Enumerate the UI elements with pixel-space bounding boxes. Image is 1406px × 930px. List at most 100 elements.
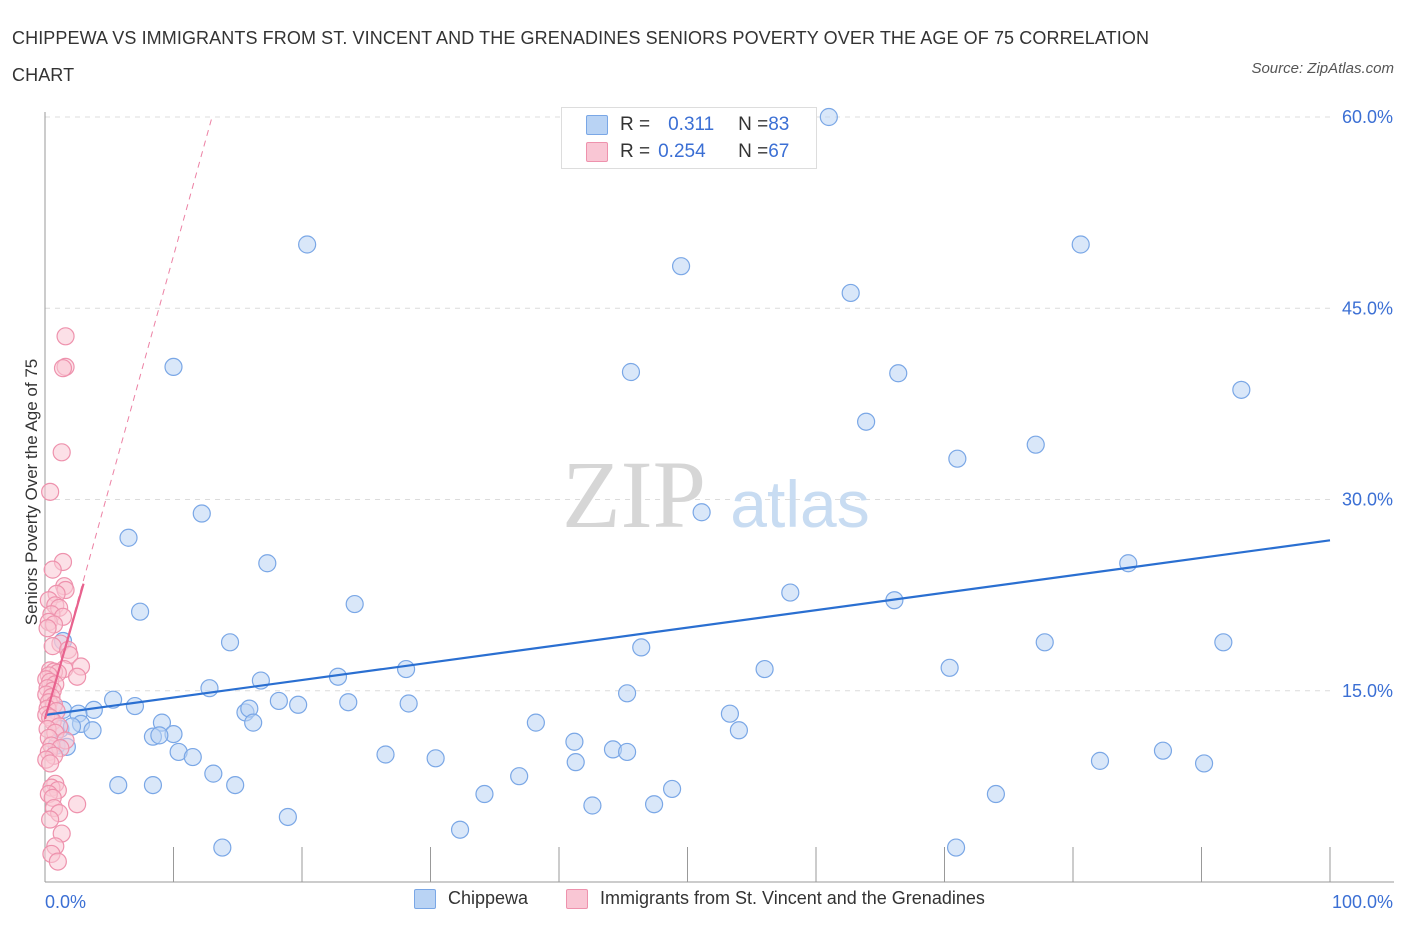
data-point-chippewa bbox=[150, 726, 169, 745]
legend-item-immigrants[interactable]: Immigrants from St. Vincent and the Gren… bbox=[566, 888, 985, 909]
data-point-chippewa bbox=[164, 357, 183, 376]
legend-swatch-blue bbox=[586, 115, 608, 135]
data-point-chippewa bbox=[1194, 754, 1214, 773]
legend-swatch-pink bbox=[566, 888, 588, 909]
data-point-immigrants bbox=[53, 359, 73, 378]
tick-labels: 15.0% 30.0% 45.0% 60.0% 0.0% 100.0% bbox=[45, 107, 1393, 912]
source-label: Source: ZipAtlas.com bbox=[1251, 60, 1394, 77]
data-point-chippewa bbox=[278, 807, 297, 827]
data-point-chippewa bbox=[1035, 633, 1054, 652]
data-point-chippewa bbox=[143, 775, 163, 795]
data-point-chippewa bbox=[376, 745, 395, 764]
series-legend: Chippewa Immigrants from St. Vincent and… bbox=[0, 888, 1406, 916]
data-point-chippewa bbox=[526, 713, 545, 732]
legend-item-chippewa[interactable]: Chippewa bbox=[414, 888, 528, 909]
y-tick-label: 15.0% bbox=[1342, 681, 1393, 701]
legend-label-chippewa: Chippewa bbox=[448, 888, 529, 908]
data-point-chippewa bbox=[1232, 380, 1251, 399]
data-point-chippewa bbox=[450, 820, 470, 839]
data-point-immigrants bbox=[43, 560, 62, 579]
legend-swatch-blue bbox=[414, 888, 436, 909]
series-immigrants bbox=[37, 327, 91, 871]
data-point-chippewa bbox=[399, 694, 418, 713]
chart-title: CHIPPEWA VS IMMIGRANTS FROM ST. VINCENT … bbox=[12, 28, 1150, 85]
x-tick-label-max: 100.0% bbox=[1332, 892, 1393, 912]
data-point-chippewa bbox=[204, 764, 223, 783]
data-point-chippewa bbox=[940, 658, 959, 677]
data-point-chippewa bbox=[475, 784, 494, 804]
trend-lines bbox=[43, 116, 1331, 720]
data-point-immigrants bbox=[56, 327, 75, 346]
data-point-chippewa bbox=[220, 633, 240, 652]
axes bbox=[44, 112, 1394, 883]
data-point-chippewa bbox=[692, 503, 711, 522]
series-chippewa bbox=[47, 107, 1251, 857]
data-point-chippewa bbox=[1214, 633, 1233, 652]
data-point-chippewa bbox=[671, 257, 691, 276]
legend-r-label: R = bbox=[620, 114, 651, 135]
data-point-chippewa bbox=[109, 775, 128, 795]
data-point-chippewa bbox=[644, 795, 664, 814]
data-point-chippewa bbox=[889, 364, 908, 383]
legend-swatch-pink bbox=[586, 142, 608, 162]
x-tick-label-min: 0.0% bbox=[45, 892, 86, 912]
data-point-chippewa bbox=[729, 721, 749, 740]
data-point-chippewa bbox=[226, 775, 245, 795]
data-point-chippewa bbox=[1090, 751, 1110, 770]
data-point-chippewa bbox=[583, 796, 602, 815]
data-point-chippewa bbox=[183, 747, 202, 767]
data-point-chippewa bbox=[298, 235, 317, 254]
data-point-chippewa bbox=[632, 638, 651, 657]
data-point-chippewa bbox=[269, 691, 288, 711]
trend-line-immigrants bbox=[43, 583, 85, 720]
y-tick-label: 30.0% bbox=[1342, 490, 1393, 510]
data-point-immigrants bbox=[68, 667, 87, 686]
legend-row-chippewa: R = 0.311 N = 83 bbox=[586, 112, 789, 138]
data-point-chippewa bbox=[781, 583, 800, 602]
legend-n-label: N = bbox=[738, 141, 769, 162]
data-point-chippewa bbox=[258, 554, 277, 573]
data-point-chippewa bbox=[510, 767, 529, 786]
data-point-chippewa bbox=[396, 659, 416, 679]
data-point-immigrants bbox=[48, 852, 67, 871]
legend-label-immigrants: Immigrants from St. Vincent and the Gren… bbox=[600, 888, 985, 908]
stats-legend: R = 0.311 N = 83 R = 0.254 N = 67 bbox=[561, 107, 817, 169]
data-point-chippewa bbox=[841, 283, 860, 303]
data-point-chippewa bbox=[986, 784, 1006, 804]
data-point-chippewa bbox=[755, 659, 774, 679]
legend-n-value: 83 bbox=[768, 114, 790, 135]
data-point-immigrants bbox=[41, 810, 60, 829]
y-tick-label: 60.0% bbox=[1342, 107, 1393, 127]
watermark-zip: ZIP bbox=[562, 441, 706, 548]
watermark-atlas: atlas bbox=[730, 467, 869, 541]
data-point-chippewa bbox=[192, 504, 211, 523]
data-point-chippewa bbox=[819, 107, 838, 127]
data-point-chippewa bbox=[565, 732, 584, 751]
data-point-chippewa bbox=[339, 693, 358, 712]
data-point-immigrants bbox=[43, 637, 62, 656]
legend-n-value: 67 bbox=[768, 141, 790, 162]
data-point-chippewa bbox=[125, 696, 145, 716]
data-point-chippewa bbox=[566, 753, 585, 772]
data-point-chippewa bbox=[289, 695, 308, 714]
data-point-chippewa bbox=[130, 602, 150, 621]
data-point-chippewa bbox=[946, 838, 966, 857]
data-point-chippewa bbox=[1153, 741, 1173, 760]
data-point-chippewa bbox=[720, 704, 740, 723]
y-tick-label: 45.0% bbox=[1342, 298, 1393, 318]
data-point-chippewa bbox=[244, 713, 263, 732]
data-point-chippewa bbox=[426, 749, 445, 768]
legend-row-immigrants: R = 0.254 N = 67 bbox=[586, 139, 789, 165]
data-point-chippewa bbox=[857, 412, 876, 431]
data-point-chippewa bbox=[618, 684, 637, 703]
data-point-chippewa bbox=[621, 362, 641, 382]
legend-r-value: 0.254 bbox=[658, 141, 706, 162]
data-point-chippewa bbox=[662, 779, 682, 799]
data-point-chippewa bbox=[83, 721, 102, 740]
data-point-immigrants bbox=[38, 619, 57, 638]
data-point-immigrants bbox=[41, 482, 60, 501]
gridlines bbox=[45, 116, 1330, 692]
data-point-chippewa bbox=[618, 742, 637, 762]
legend-n-label: N = bbox=[738, 114, 769, 135]
